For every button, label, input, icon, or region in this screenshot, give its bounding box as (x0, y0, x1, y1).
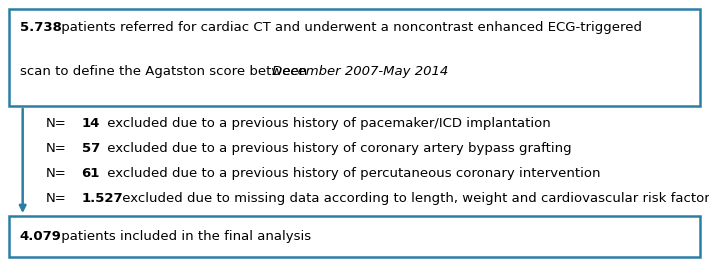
Text: 1.527: 1.527 (82, 192, 123, 205)
Text: N=: N= (46, 117, 67, 130)
Bar (9, 216, 700, 257)
Text: scan to define the Agatston score between: scan to define the Agatston score betwee… (20, 65, 311, 78)
Text: patients included in the final analysis: patients included in the final analysis (57, 230, 311, 243)
Text: excluded due to a previous history of pacemaker/ICD implantation: excluded due to a previous history of pa… (103, 117, 551, 130)
Text: patients referred for cardiac CT and underwent a noncontrast enhanced ECG-trigge: patients referred for cardiac CT and und… (57, 21, 642, 34)
Text: 61: 61 (82, 167, 100, 180)
Text: excluded due to missing data according to length, weight and cardiovascular risk: excluded due to missing data according t… (118, 192, 709, 205)
Text: December 2007-May 2014: December 2007-May 2014 (272, 65, 448, 78)
Text: excluded due to a previous history of percutaneous coronary intervention: excluded due to a previous history of pe… (103, 167, 601, 180)
Text: N=: N= (46, 192, 67, 205)
Bar (9, 9, 700, 106)
Text: 5.738: 5.738 (20, 21, 62, 34)
Text: N=: N= (46, 142, 67, 155)
Text: 4.079: 4.079 (20, 230, 62, 243)
Text: 57: 57 (82, 142, 100, 155)
Text: N=: N= (46, 167, 67, 180)
Text: 14: 14 (82, 117, 100, 130)
Text: excluded due to a previous history of coronary artery bypass grafting: excluded due to a previous history of co… (103, 142, 571, 155)
